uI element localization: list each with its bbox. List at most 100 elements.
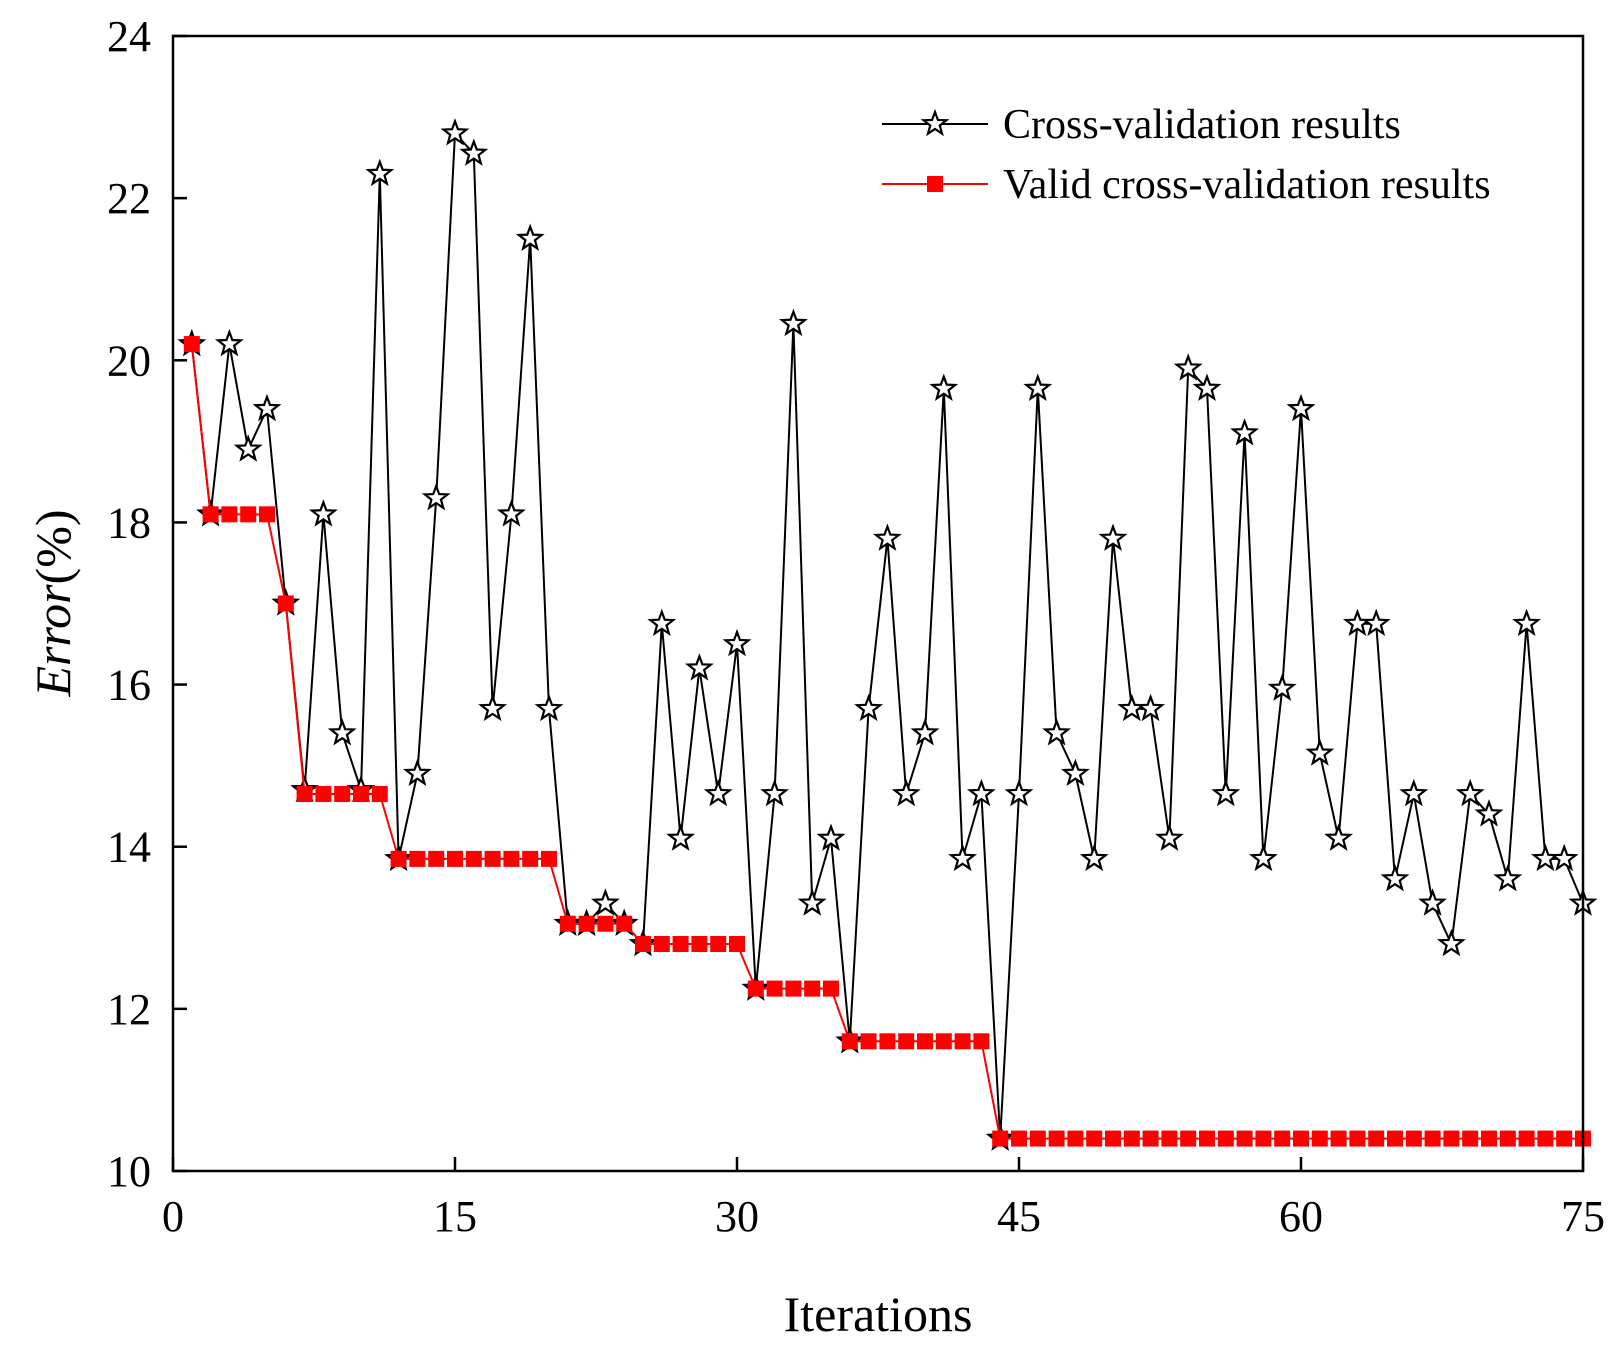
data-point [459, 138, 489, 166]
data-point [1556, 1130, 1573, 1147]
data-point [1549, 843, 1579, 872]
data-point [691, 936, 708, 952]
data-point [1361, 608, 1391, 637]
data-point [233, 434, 263, 462]
y-tick-label: 18 [107, 498, 151, 547]
data-point [929, 373, 959, 401]
data-point [1048, 1130, 1065, 1147]
data-point [515, 223, 545, 251]
data-point [1455, 778, 1485, 807]
data-point [409, 850, 426, 867]
data-point [1217, 1130, 1234, 1147]
data-point [966, 778, 996, 807]
data-point [1067, 1130, 1084, 1147]
data-point [1399, 778, 1429, 807]
legend-label: Valid cross-validation results [1003, 162, 1491, 208]
data-point [259, 506, 275, 523]
series-layer [177, 118, 1598, 1151]
y-tick-label: 10 [107, 1147, 151, 1196]
data-point [729, 936, 745, 952]
data-point [1387, 1130, 1403, 1147]
data-point [1499, 1130, 1516, 1147]
data-point [327, 718, 357, 746]
data-point [308, 499, 338, 527]
data-point [1293, 1130, 1309, 1147]
y-axis-title-italic: Error [25, 584, 81, 698]
data-point [1418, 888, 1448, 916]
data-point [1324, 823, 1354, 851]
data-point [778, 308, 808, 337]
data-point [1136, 693, 1166, 722]
data-point [1192, 373, 1222, 401]
data-point [917, 1033, 933, 1050]
data-point [854, 693, 884, 722]
data-point [590, 888, 620, 916]
data-point [1236, 1130, 1253, 1147]
data-point [1368, 1130, 1385, 1147]
data-point [183, 336, 200, 353]
data-point [672, 936, 689, 952]
data-point [1286, 393, 1316, 422]
x-axis-title: Iterations [784, 1286, 973, 1342]
data-point [1199, 1130, 1215, 1147]
legend: Cross-validation results Valid cross-vali… [882, 102, 1491, 208]
data-point [1154, 823, 1184, 851]
y-axis-title: Error(%) [25, 509, 81, 697]
data-point [898, 1033, 915, 1050]
data-point [816, 823, 846, 851]
data-point [879, 1033, 896, 1050]
data-point [496, 499, 526, 527]
data-point [578, 915, 595, 932]
y-tick-label: 16 [107, 661, 151, 710]
data-point [1060, 758, 1090, 787]
x-tick-label: 60 [1279, 1192, 1323, 1241]
data-point [760, 778, 790, 807]
data-point [1493, 863, 1523, 892]
data-point [478, 693, 508, 722]
data-point [1098, 523, 1128, 551]
data-point [503, 850, 520, 867]
data-point [1248, 843, 1278, 872]
data-point [202, 506, 219, 523]
data-point [534, 693, 564, 722]
data-point [1123, 1130, 1140, 1147]
data-point [1142, 1130, 1159, 1147]
data-point [710, 936, 727, 952]
data-point [766, 980, 783, 997]
data-point [240, 506, 257, 523]
data-point [597, 915, 614, 932]
data-point [1274, 1130, 1291, 1147]
data-point [1267, 673, 1297, 701]
data-point [353, 786, 369, 803]
data-point [296, 786, 313, 803]
x-tick-label: 15 [433, 1192, 477, 1241]
data-point [841, 1033, 858, 1050]
data-point [465, 850, 482, 867]
data-point [647, 608, 677, 637]
data-point [334, 786, 351, 803]
data-point [371, 786, 388, 803]
data-point [214, 328, 244, 357]
y-axis-title-suffix: (%) [25, 509, 81, 584]
data-point [402, 758, 432, 787]
legend-item: Valid cross-validation results [882, 162, 1491, 208]
data-point [954, 1033, 971, 1050]
data-point [1180, 1130, 1197, 1147]
plot-frame [171, 34, 1585, 1173]
data-point [1086, 1130, 1103, 1147]
data-point [1255, 1130, 1272, 1147]
y-tick-label: 20 [107, 336, 151, 385]
data-point [891, 778, 921, 807]
data-point [1462, 1130, 1479, 1147]
data-point [1173, 353, 1203, 381]
legend-item: Cross-validation results [882, 102, 1401, 148]
data-point [541, 850, 557, 867]
data-point [948, 843, 978, 872]
data-point [684, 653, 714, 681]
y-tick-label: 12 [107, 985, 151, 1034]
data-point [666, 823, 696, 851]
data-point [1161, 1130, 1178, 1147]
data-point [1211, 778, 1241, 807]
data-point [1537, 1130, 1554, 1147]
